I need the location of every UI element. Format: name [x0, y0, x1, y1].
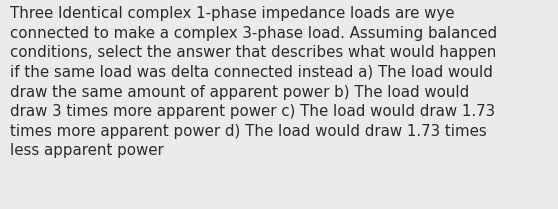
Text: Three Identical complex 1-phase impedance loads are wye
connected to make a comp: Three Identical complex 1-phase impedanc… [10, 6, 497, 158]
